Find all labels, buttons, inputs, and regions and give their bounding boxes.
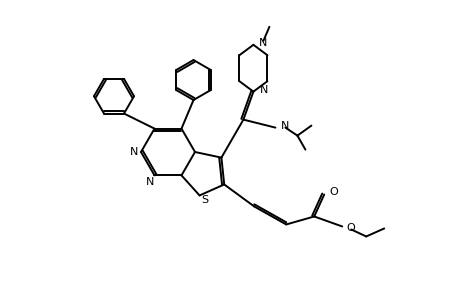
Text: N: N (146, 177, 154, 188)
Text: O: O (329, 188, 337, 197)
Text: O: O (346, 224, 354, 233)
Text: N: N (259, 85, 267, 94)
Text: N: N (280, 121, 288, 130)
Text: S: S (201, 195, 207, 206)
Text: N: N (129, 147, 138, 157)
Text: N: N (258, 38, 266, 48)
